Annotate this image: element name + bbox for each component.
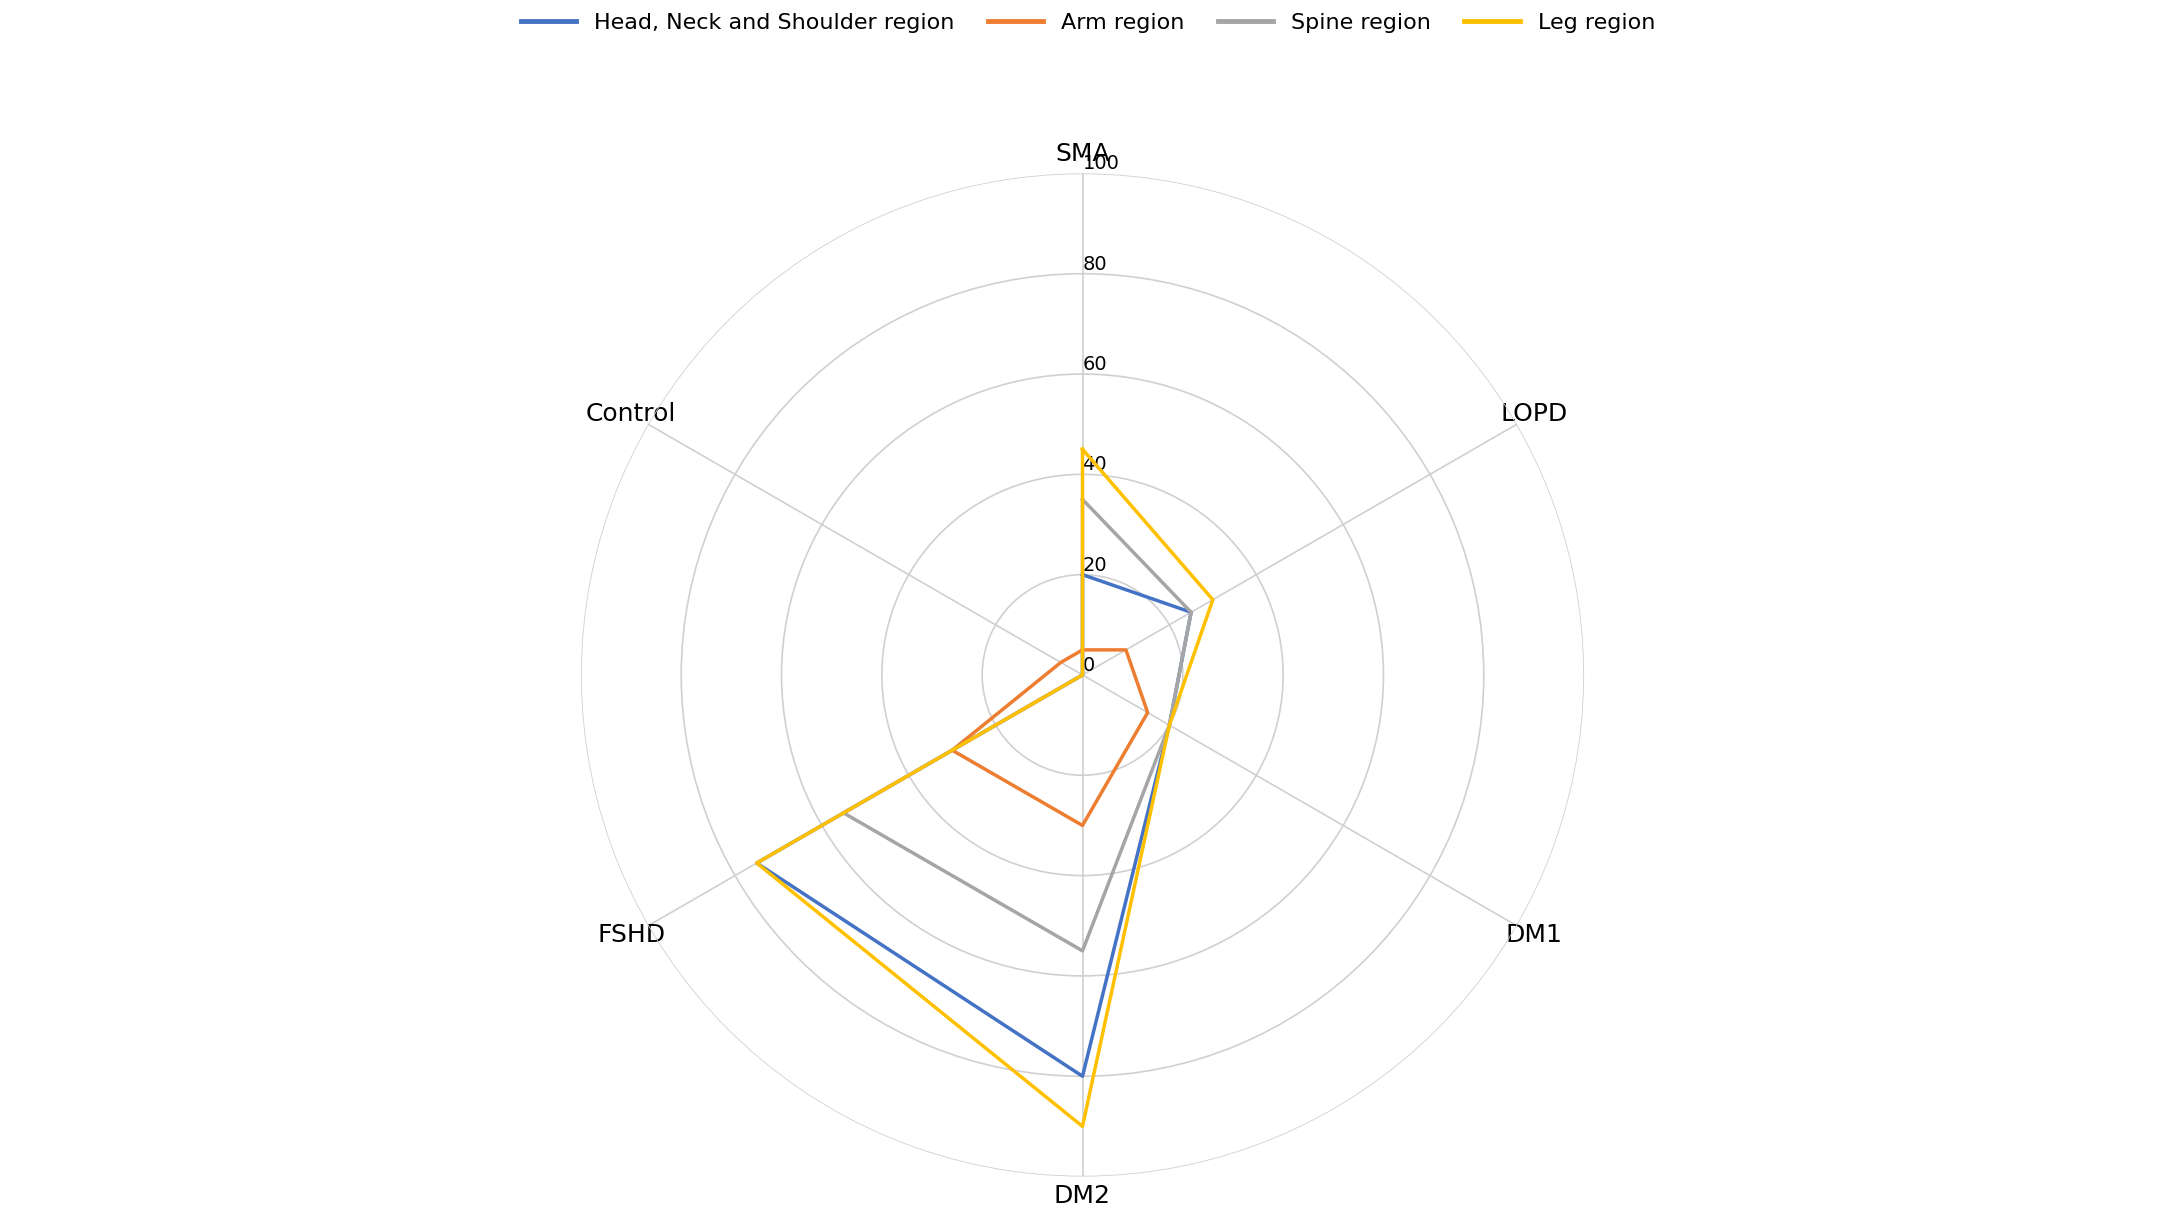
Legend: Head, Neck and Shoulder region, Arm region, Spine region, Leg region: Head, Neck and Shoulder region, Arm regi… bbox=[511, 4, 1665, 42]
